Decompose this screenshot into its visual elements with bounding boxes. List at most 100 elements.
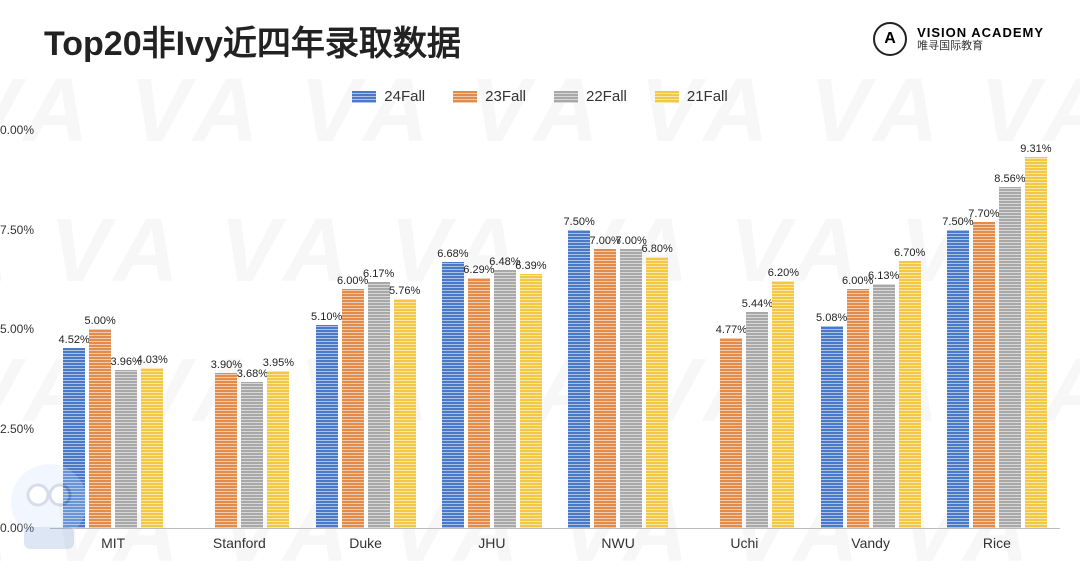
bar-rect	[316, 325, 338, 528]
x-tick-label: JHU	[429, 529, 555, 557]
bar-value-label: 9.31%	[1020, 143, 1051, 155]
bar-group: 5.08%6.00%6.13%6.70%	[808, 130, 934, 528]
bar-rect	[620, 249, 642, 528]
mascot-icon	[4, 447, 104, 557]
bar-rect	[646, 257, 668, 528]
bar-rect	[1025, 157, 1047, 528]
bar-rect	[772, 281, 794, 528]
x-axis-labels: MITStanfordDukeJHUNWUUchiVandyRice	[50, 529, 1060, 557]
bar-rect	[494, 270, 516, 528]
bar-group: 3.90%3.68%3.95%	[176, 130, 302, 528]
bar-value-label: 4.52%	[59, 334, 90, 346]
bar-group: 4.77%5.44%6.20%	[681, 130, 807, 528]
bar: 9.31%	[1025, 143, 1047, 528]
bar-rect	[215, 373, 237, 528]
bar: 3.95%	[267, 357, 289, 528]
bar: 7.70%	[973, 208, 995, 528]
bar-rect	[141, 368, 163, 528]
legend-item: 24Fall	[352, 88, 425, 105]
bar: 8.56%	[999, 173, 1021, 528]
x-tick-label: Stanford	[176, 529, 302, 557]
y-tick-label: 7.50%	[0, 223, 48, 237]
bar-value-label: 4.03%	[137, 354, 168, 366]
bar-rect	[973, 222, 995, 528]
legend-item: 23Fall	[453, 88, 526, 105]
bar: 5.76%	[394, 285, 416, 528]
bar-rect	[594, 249, 616, 528]
bar-value-label: 4.77%	[716, 324, 747, 336]
bar: 6.39%	[520, 260, 542, 528]
bar: 7.00%	[594, 235, 616, 528]
bar: 6.13%	[873, 270, 895, 528]
bar-rect	[821, 326, 843, 528]
legend-swatch	[655, 91, 679, 103]
admissions-chart: 4.52%5.00%3.96%4.03%3.90%3.68%3.95%5.10%…	[50, 130, 1060, 557]
legend-item: 21Fall	[655, 88, 728, 105]
legend-label: 24Fall	[384, 88, 425, 105]
bar-value-label: 3.95%	[263, 357, 294, 369]
bar-rect	[746, 312, 768, 529]
bar-rect	[720, 338, 742, 528]
bar: 6.68%	[442, 248, 464, 528]
y-tick-label: 5.00%	[0, 322, 48, 336]
legend-label: 21Fall	[687, 88, 728, 105]
bar-groups: 4.52%5.00%3.96%4.03%3.90%3.68%3.95%5.10%…	[50, 130, 1060, 528]
bar-rect	[520, 274, 542, 528]
bar-rect	[368, 282, 390, 528]
plot-area: 4.52%5.00%3.96%4.03%3.90%3.68%3.95%5.10%…	[50, 130, 1060, 529]
chart-legend: 24Fall 23Fall 22Fall 21Fall	[0, 88, 1080, 105]
bar: 6.80%	[646, 243, 668, 528]
bar-value-label: 6.80%	[642, 243, 673, 255]
legend-label: 22Fall	[586, 88, 627, 105]
x-tick-label: Duke	[303, 529, 429, 557]
bar-group: 6.68%6.29%6.48%6.39%	[429, 130, 555, 528]
bar-group: 5.10%6.00%6.17%5.76%	[303, 130, 429, 528]
bar: 3.68%	[241, 368, 263, 528]
x-tick-label: Vandy	[808, 529, 934, 557]
bar: 5.08%	[821, 312, 843, 528]
bar: 6.00%	[342, 275, 364, 528]
bar-rect	[394, 299, 416, 528]
bar-rect	[947, 230, 969, 529]
bar: 5.10%	[316, 311, 338, 528]
bar-value-label: 5.00%	[85, 315, 116, 327]
bar-rect	[873, 284, 895, 528]
bar: 6.48%	[494, 256, 516, 528]
y-tick-label: 0.00%	[0, 123, 48, 137]
bar-group: 7.50%7.00%7.00%6.80%	[555, 130, 681, 528]
bar: 6.20%	[772, 267, 794, 528]
bar: 6.00%	[847, 275, 869, 528]
bar-value-label: 6.20%	[768, 267, 799, 279]
bar-rect	[468, 278, 490, 528]
brand-name-en: VISION ACADEMY	[917, 26, 1044, 40]
bar-rect	[115, 370, 137, 528]
bar-value-label: 6.17%	[363, 268, 394, 280]
x-tick-label: Rice	[934, 529, 1060, 557]
bar-group: 7.50%7.70%8.56%9.31%	[934, 130, 1060, 528]
legend-swatch	[352, 91, 376, 103]
bar-rect	[899, 261, 921, 528]
legend-swatch	[554, 91, 578, 103]
bar-rect	[847, 289, 869, 528]
bar-rect	[267, 371, 289, 528]
legend-swatch	[453, 91, 477, 103]
bar-value-label: 7.70%	[968, 208, 999, 220]
legend-item: 22Fall	[554, 88, 627, 105]
bar-value-label: 6.68%	[437, 248, 468, 260]
bar-rect	[241, 382, 263, 528]
bar: 6.70%	[899, 247, 921, 528]
bar-value-label: 6.39%	[515, 260, 546, 272]
brand-logo-icon: A	[873, 22, 907, 56]
bar-value-label: 6.13%	[868, 270, 899, 282]
bar-value-label: 5.10%	[311, 311, 342, 323]
bar-rect	[568, 230, 590, 529]
y-tick-label: 2.50%	[0, 422, 48, 436]
bar: 6.29%	[468, 264, 490, 528]
bar-value-label: 5.08%	[816, 312, 847, 324]
brand-name-cn: 唯寻国际教育	[917, 40, 1044, 52]
bar-rect	[342, 289, 364, 528]
bar: 6.17%	[368, 268, 390, 528]
page-title: Top20非Ivy近四年录取数据	[44, 16, 461, 65]
bar: 7.50%	[947, 216, 969, 529]
legend-label: 23Fall	[485, 88, 526, 105]
